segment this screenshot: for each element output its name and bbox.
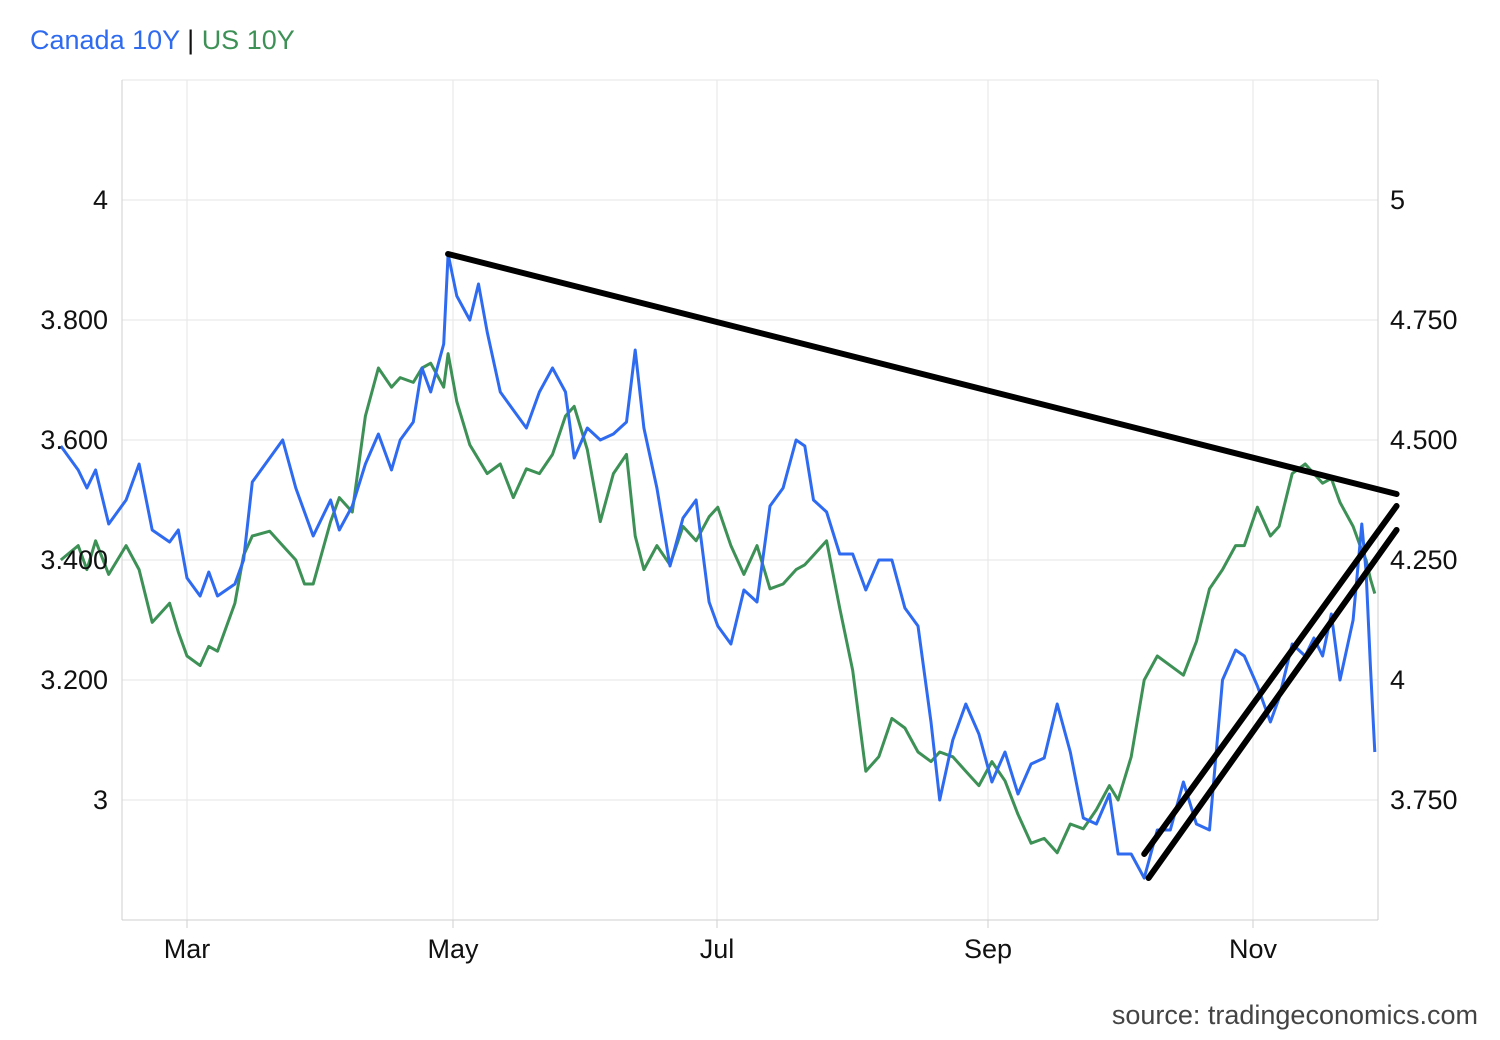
series-line-us-10y[interactable] <box>59 352 1377 855</box>
lower-support-line-2 <box>1145 527 1400 881</box>
y-left-tick-label: 3.800 <box>40 305 108 335</box>
series-line-canada-10y[interactable] <box>59 252 1377 880</box>
x-tick-label: Mar <box>164 934 211 964</box>
grid-lines <box>122 79 1378 920</box>
x-tick-label: Nov <box>1229 934 1278 964</box>
legend-us-10y[interactable]: US 10Y <box>201 25 295 55</box>
y-left-tick-label: 3.400 <box>40 545 108 575</box>
x-tick-label: May <box>427 934 479 964</box>
y-left-tick-label: 3 <box>93 785 108 815</box>
x-tick-label: Sep <box>964 934 1012 964</box>
chart-legend: Canada 10Y | US 10Y <box>30 24 295 56</box>
lower-support-line-1 <box>1141 503 1400 857</box>
source-attribution[interactable]: source: tradingeconomics.com <box>1111 1000 1478 1030</box>
y-right-tick-label: 4.500 <box>1390 425 1458 455</box>
y-right-tick-label: 4.750 <box>1390 305 1458 335</box>
y-right-tick-label: 4 <box>1390 665 1405 695</box>
upper-resistance-line <box>445 251 1400 497</box>
trend-lines <box>445 251 1400 881</box>
y-right-tick-label: 3.750 <box>1390 785 1458 815</box>
y-right-tick-label: 4.250 <box>1390 545 1458 575</box>
legend-canada-10y[interactable]: Canada 10Y <box>30 25 180 55</box>
tick-labels: 3 3.200 3.400 3.600 3.800 4 3.750 4 4.250 4.500 4.… <box>40 185 1457 964</box>
y-left-tick-label: 3.600 <box>40 425 108 455</box>
y-left-tick-label: 4 <box>93 185 108 215</box>
y-left-tick-label: 3.200 <box>40 665 108 695</box>
x-tick-label: Jul <box>700 934 735 964</box>
y-right-tick-label: 5 <box>1390 185 1405 215</box>
axes <box>121 80 1379 928</box>
legend-separator: | <box>187 25 195 55</box>
series-lines <box>59 252 1377 880</box>
